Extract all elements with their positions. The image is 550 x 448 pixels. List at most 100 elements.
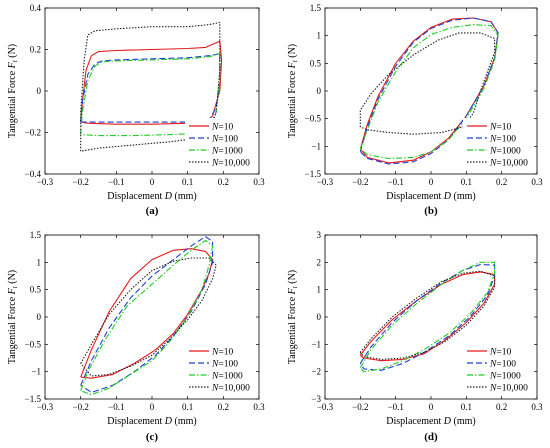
y-tick-label: −3 (311, 394, 321, 404)
y-axis-label: Tangential Force Ft (N) (287, 44, 299, 138)
legend: N=10 N=100 N=1000 N=10,000 (185, 343, 255, 395)
x-tick-label: −0.3 (37, 177, 54, 187)
y-tick-label: 0 (317, 312, 322, 322)
legend-box (463, 118, 533, 170)
x-tick-label: −0.3 (317, 402, 334, 412)
legend: N=10 N=100 N=1000 N=10,000 (185, 118, 255, 170)
y-tick-label: 0 (37, 86, 42, 96)
panel-c: −0.3 −0.2 −0.1 0 0.1 0.2 0.3 −1.5 −1 −0.5 0 0.5 1 1.5… (7, 230, 265, 443)
x-tick-label: 0.1 (461, 402, 472, 412)
y-tick-label: −0.5 (305, 114, 322, 124)
legend-entry-2: N=100 (489, 135, 516, 145)
series-line-4 (80, 257, 217, 377)
y-tick-label: 0.5 (310, 58, 322, 68)
x-tick-label: 0.2 (496, 177, 507, 187)
legend-entry-4: N=10,000 (211, 384, 250, 394)
x-tick-label: 0.3 (531, 402, 543, 412)
x-tick-label: 0 (150, 402, 155, 412)
x-tick-label: 0.3 (253, 177, 265, 187)
y-tick-label: −1 (311, 141, 321, 151)
y-tick-label: 0 (37, 312, 42, 322)
panel-label: (d) (424, 431, 438, 443)
legend-entry-1: N=10 (211, 348, 233, 358)
series-line-3 (359, 261, 496, 373)
x-tick-label: 0.2 (218, 402, 229, 412)
panel-label: (a) (146, 205, 159, 217)
x-tick-label: −0.3 (317, 177, 334, 187)
legend-entry-3: N=1000 (489, 147, 521, 157)
series-line-2 (359, 17, 499, 165)
legend-entry-2: N=100 (489, 360, 516, 370)
y-tick-label: −1.5 (25, 394, 42, 404)
x-tick-label: 0 (429, 402, 434, 412)
x-tick-label: −0.2 (352, 177, 368, 187)
y-tick-label: 0.5 (30, 285, 42, 295)
x-tick-label: 0.1 (461, 177, 472, 187)
panel-a: −0.3 −0.2 −0.1 0 0.1 0.2 0.3 −0.4 −0.2 0 0.2 0.4 Dis… (7, 3, 265, 217)
legend-box (185, 118, 255, 170)
legend-box (185, 343, 255, 395)
y-tick-label: −1.5 (305, 169, 322, 179)
series-line-1 (80, 40, 223, 125)
y-axis-label: Tangential Force Ft (N) (7, 44, 19, 138)
x-tick-label: 0 (429, 177, 434, 187)
legend: N=10 N=100 N=1000 N=10,000 (463, 118, 533, 170)
legend-entry-3: N=1000 (211, 147, 243, 157)
y-tick-label: 1 (317, 31, 322, 41)
legend-entry-2: N=100 (211, 360, 238, 370)
x-tick-label: −0.1 (388, 402, 404, 412)
series-line-1 (80, 248, 214, 379)
legend-entry-3: N=1000 (211, 372, 243, 382)
panel-d: −0.3 −0.2 −0.1 0 0.1 0.2 0.3 −3 −2 −1 0 1 2 3 Displace… (287, 230, 543, 443)
x-tick-label: 0.2 (218, 177, 229, 187)
series-line-3 (80, 53, 221, 137)
y-tick-label: −0.4 (25, 169, 42, 179)
y-tick-label: 2 (317, 257, 322, 267)
y-tick-label: 0.4 (30, 3, 42, 13)
x-tick-label: 0.3 (531, 177, 543, 187)
y-tick-label: 1 (317, 285, 322, 295)
x-tick-label: −0.2 (73, 177, 89, 187)
y-tick-label: 0.2 (30, 45, 41, 55)
series-line-4 (359, 32, 496, 135)
legend-entry-3: N=1000 (489, 372, 521, 382)
legend-box (463, 343, 533, 395)
y-axis-label: Tangential Force Ft (N) (287, 270, 299, 364)
y-tick-label: 3 (317, 230, 322, 240)
x-tick-label: −0.1 (388, 177, 404, 187)
panel-b: −0.3 −0.2 −0.1 0 0.1 0.2 0.3 −1.5 −1 −0.5 0 0.5 1 1.5… (287, 3, 543, 217)
legend-entry-1: N=10 (211, 123, 233, 133)
x-tick-label: −0.1 (108, 177, 124, 187)
y-tick-label: 1.5 (310, 3, 322, 13)
y-axis-label: Tangential Force Ft (N) (7, 270, 19, 364)
x-axis-label: Displacement D (mm) (107, 416, 196, 427)
y-tick-label: 1 (37, 257, 42, 267)
series-line-2 (80, 53, 221, 123)
x-tick-label: 0 (150, 177, 155, 187)
x-tick-label: 0.1 (182, 177, 193, 187)
legend-entry-4: N=10,000 (489, 159, 528, 169)
series-line-4 (80, 21, 221, 152)
x-tick-label: 0.3 (253, 402, 265, 412)
series-line-2 (359, 263, 496, 371)
y-tick-label: 0 (317, 86, 322, 96)
y-tick-label: −2 (311, 367, 321, 377)
series-line-3 (359, 24, 499, 160)
y-tick-label: −0.2 (25, 128, 41, 138)
legend-entry-4: N=10,000 (489, 384, 528, 394)
x-tick-label: −0.1 (108, 402, 124, 412)
y-tick-label: 1.5 (30, 230, 42, 240)
x-tick-label: −0.2 (352, 402, 368, 412)
x-tick-label: −0.2 (73, 402, 89, 412)
x-axis-label: Displacement D (mm) (386, 416, 475, 427)
x-tick-label: 0.2 (496, 402, 507, 412)
legend-entry-4: N=10,000 (211, 159, 250, 169)
y-tick-label: −1 (31, 367, 41, 377)
x-tick-label: 0.1 (182, 402, 193, 412)
panel-label: (c) (146, 431, 159, 443)
y-tick-label: −0.5 (25, 339, 42, 349)
x-axis-label: Displacement D (mm) (386, 191, 475, 202)
x-axis-label: Displacement D (mm) (107, 191, 196, 202)
legend: N=10 N=100 N=1000 N=10,000 (463, 343, 533, 395)
